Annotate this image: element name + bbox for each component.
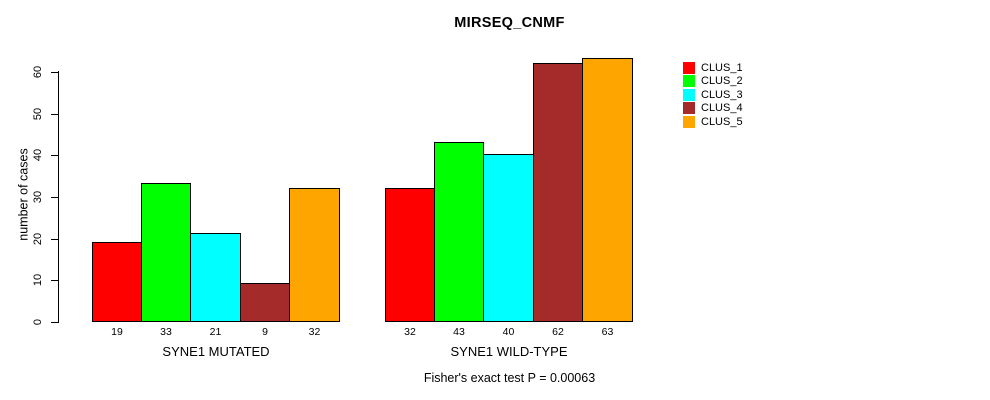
y-axis-line [58, 71, 59, 323]
chart-title: MIRSEQ_CNMF [454, 15, 565, 31]
x-group-label: SYNE1 WILD-TYPE [450, 344, 568, 359]
legend-color-swatch [683, 88, 695, 101]
bar-value-label: 62 [552, 326, 564, 338]
bar-value-label: 32 [308, 326, 321, 338]
legend-item: CLUS_3 [683, 88, 743, 101]
legend-color-swatch [683, 101, 695, 114]
y-axis-title: number of cases [16, 148, 31, 241]
bar-clus_3 [483, 154, 534, 322]
legend-label: CLUS_3 [701, 88, 743, 101]
bar-value-label: 32 [404, 326, 416, 338]
bar-clus_5 [582, 58, 633, 322]
y-axis-tick [51, 322, 58, 323]
bar-clus_1 [385, 188, 435, 322]
legend-item: CLUS_4 [683, 101, 743, 114]
y-axis-tick-label: 20 [32, 232, 44, 246]
y-axis-tick-label: 50 [32, 107, 44, 121]
y-axis-tick [51, 72, 58, 73]
bar-value-label: 9 [262, 326, 268, 338]
bar-value-label: 19 [111, 326, 123, 338]
y-axis-tick-label: 0 [32, 318, 44, 326]
bar-clus_2 [434, 142, 484, 322]
legend-color-swatch [683, 61, 695, 74]
bar-clus_4 [240, 283, 290, 322]
bar-clus_5 [289, 188, 340, 322]
bar-value-label: 21 [209, 326, 222, 338]
y-axis-tick-label: 10 [32, 273, 44, 287]
y-axis-tick [51, 280, 58, 281]
bar-value-label: 43 [453, 326, 465, 338]
legend-item: CLUS_2 [683, 74, 743, 87]
legend-label: CLUS_2 [701, 74, 743, 87]
legend-label: CLUS_1 [701, 61, 743, 74]
bar-value-label: 63 [601, 326, 614, 338]
x-group-label: SYNE1 MUTATED [162, 344, 270, 359]
y-axis-tick [51, 197, 58, 198]
bar-clus_4 [533, 63, 583, 322]
fisher-test-caption: Fisher's exact test P = 0.00063 [423, 371, 596, 385]
legend-color-swatch [683, 74, 695, 87]
legend-label: CLUS_4 [701, 101, 743, 114]
y-axis-tick [51, 114, 58, 115]
bar-clus_3 [190, 233, 241, 322]
y-axis-tick-label: 60 [32, 65, 44, 79]
legend-item: CLUS_1 [683, 61, 743, 74]
y-axis-tick [51, 155, 58, 156]
legend-label: CLUS_5 [701, 115, 743, 128]
bar-value-label: 40 [502, 326, 515, 338]
bar-value-label: 33 [160, 326, 172, 338]
y-axis-tick-label: 40 [32, 148, 44, 162]
y-axis-tick [51, 239, 58, 240]
legend-color-swatch [683, 115, 695, 128]
legend-item: CLUS_5 [683, 115, 743, 128]
y-axis-tick-label: 30 [32, 190, 44, 204]
bar-clus_2 [141, 183, 191, 322]
bar-clus_1 [92, 242, 142, 322]
